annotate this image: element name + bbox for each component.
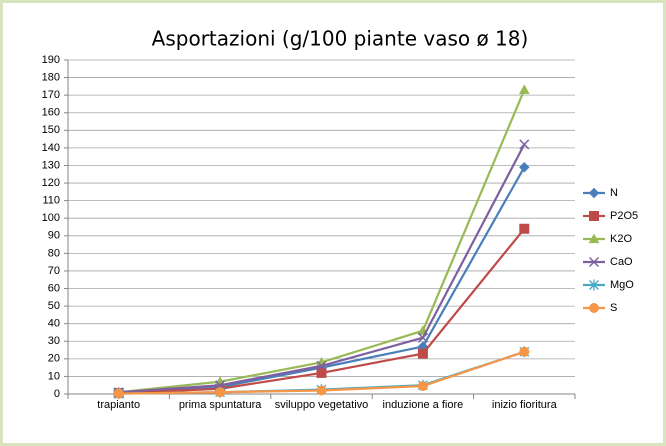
y-tick-label: 100	[42, 212, 60, 224]
y-tick-label: 150	[42, 124, 60, 136]
marker	[588, 256, 600, 268]
marker	[215, 380, 226, 391]
y-tick-label: 50	[48, 300, 60, 312]
y-tick-label: 180	[42, 71, 60, 83]
legend-marker	[588, 233, 600, 244]
legend-marker	[588, 256, 600, 268]
marker	[215, 387, 226, 398]
marker	[316, 360, 327, 371]
series-line	[118, 143, 526, 394]
legend-marker	[588, 187, 600, 199]
y-tick-label: 10	[48, 370, 60, 382]
y-tick-label: 0	[54, 388, 60, 400]
marker	[588, 187, 600, 199]
y-tick-label: 140	[42, 142, 60, 154]
y-tick-label: 70	[48, 265, 60, 277]
chart-title: Asportazioni (g/100 piante vaso ø 18)	[152, 27, 529, 51]
marker	[113, 388, 124, 399]
y-tick-label: 120	[42, 177, 60, 189]
marker	[589, 279, 599, 291]
marker	[519, 162, 530, 173]
x-tick-label: trapianto	[97, 399, 141, 411]
marker	[417, 332, 428, 343]
legend-label: S	[610, 302, 617, 314]
marker	[519, 139, 530, 150]
marker	[519, 346, 530, 357]
x-tick-label: sviluppo vegetativo	[274, 399, 369, 411]
y-tick-label: 40	[48, 318, 60, 330]
series-line	[118, 89, 526, 394]
legend-marker	[589, 279, 599, 291]
marker	[417, 381, 428, 392]
legend-label: P2O5	[610, 210, 638, 222]
marker	[417, 348, 428, 359]
x-tick-label: prima spuntatura	[178, 399, 262, 411]
legend-marker	[589, 211, 599, 221]
y-tick-label: 160	[42, 107, 60, 119]
marker	[589, 211, 599, 221]
marker	[316, 367, 327, 378]
y-tick-label: 60	[48, 282, 60, 294]
y-tick-label: 80	[48, 247, 60, 259]
y-tick-label: 30	[48, 335, 60, 347]
legend-label: CaO	[610, 256, 633, 268]
y-tick-label: 110	[42, 195, 60, 207]
x-tick-label: induzione a fiore	[382, 399, 464, 411]
x-tick-label: inizio fioritura	[491, 399, 557, 411]
marker	[518, 84, 530, 94]
marker	[316, 385, 327, 396]
marker	[589, 303, 599, 313]
y-tick-label: 130	[42, 159, 60, 171]
legend-label: N	[610, 187, 618, 199]
legend-label: K2O	[610, 233, 632, 245]
legend-label: MgO	[610, 279, 634, 291]
y-tick-label: 170	[42, 89, 60, 101]
marker	[519, 223, 530, 234]
marker	[588, 233, 600, 244]
y-tick-label: 90	[48, 230, 60, 242]
y-tick-label: 190	[42, 54, 60, 66]
legend-marker	[589, 303, 599, 313]
y-tick-label: 20	[48, 353, 60, 365]
